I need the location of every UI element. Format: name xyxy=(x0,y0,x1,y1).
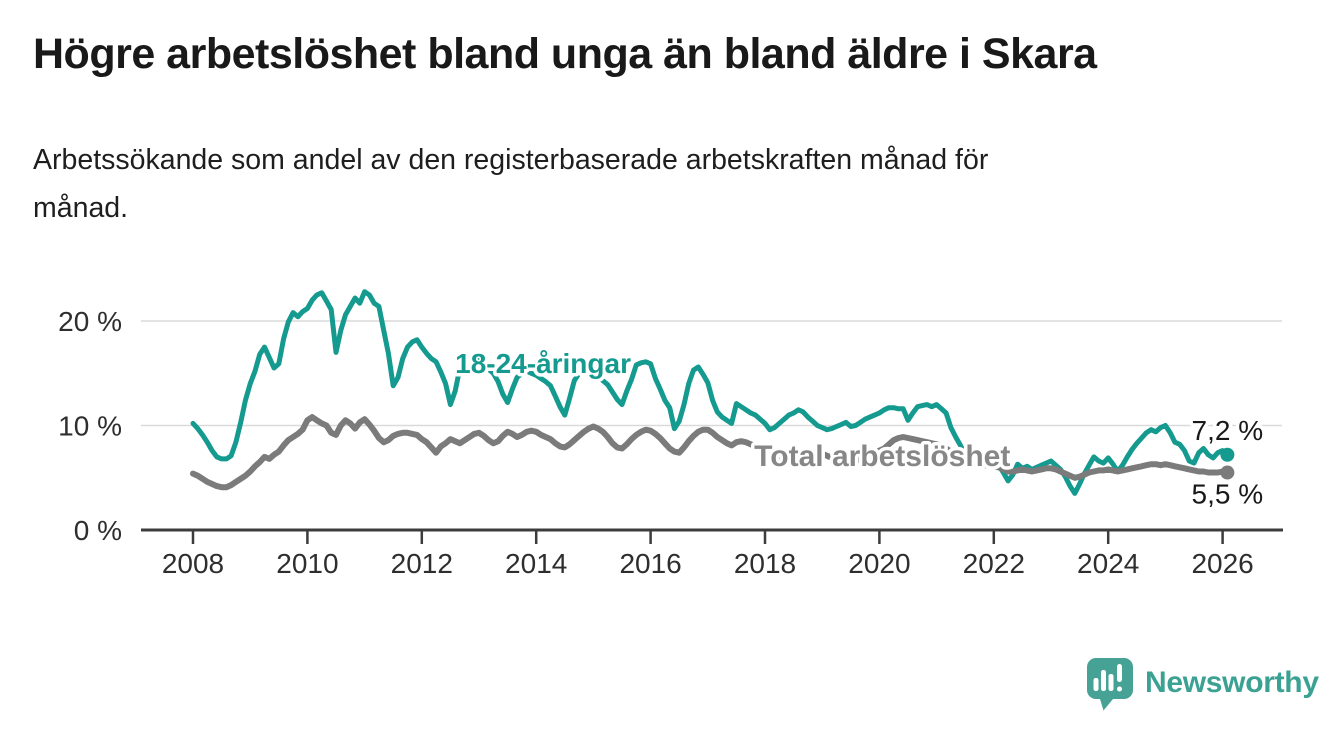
page-title: Högre arbetslöshet bland unga än bland ä… xyxy=(33,30,1097,78)
series-label-total: Total arbetslöshet xyxy=(754,440,1010,473)
end-value-label-total: 5,5 % xyxy=(1192,479,1264,510)
y-tick-label-10: 10 % xyxy=(58,411,122,442)
series-line-young xyxy=(190,289,1230,496)
x-tick-label-2014: 2014 xyxy=(505,548,567,579)
y-tick-label-0: 0 % xyxy=(74,515,122,546)
exclamation-dot xyxy=(1117,686,1122,692)
x-tick-label-2020: 2020 xyxy=(848,548,910,579)
bar-tall xyxy=(1101,670,1106,691)
y-tick-label-20: 20 % xyxy=(58,306,122,337)
subtitle-line-1: Arbetssökande som andel av den registerb… xyxy=(33,144,989,176)
series-line-total xyxy=(190,414,1231,491)
bar-short xyxy=(1093,678,1099,691)
end-dot-total xyxy=(1220,465,1235,480)
exclamation-stroke xyxy=(1117,664,1122,682)
x-tick-label-2026: 2026 xyxy=(1191,548,1253,579)
subtitle-line-2: månad. xyxy=(33,192,129,224)
x-tick-label-2012: 2012 xyxy=(391,548,453,579)
bar-medium xyxy=(1108,674,1114,691)
newsworthy-bubble-bar-chart-icon xyxy=(1087,658,1133,711)
newsworthy-wordmark: Newsworthy xyxy=(1145,666,1319,699)
x-tick-label-2016: 2016 xyxy=(619,548,681,579)
x-tick-label-2010: 2010 xyxy=(276,548,338,579)
newsworthy-logo: Newsworthy xyxy=(1086,654,1319,712)
page-subtitle: Arbetssökande som andel av den registerb… xyxy=(33,136,988,232)
x-tick-label-2022: 2022 xyxy=(963,548,1025,579)
x-tick-label-2008: 2008 xyxy=(162,548,224,579)
end-dot-young xyxy=(1220,447,1235,462)
end-value-label-young: 7,2 % xyxy=(1192,415,1264,446)
x-tick-label-2024: 2024 xyxy=(1077,548,1139,579)
x-tick-label-2018: 2018 xyxy=(734,548,796,579)
series-label-young: 18-24-åringar xyxy=(455,348,631,379)
